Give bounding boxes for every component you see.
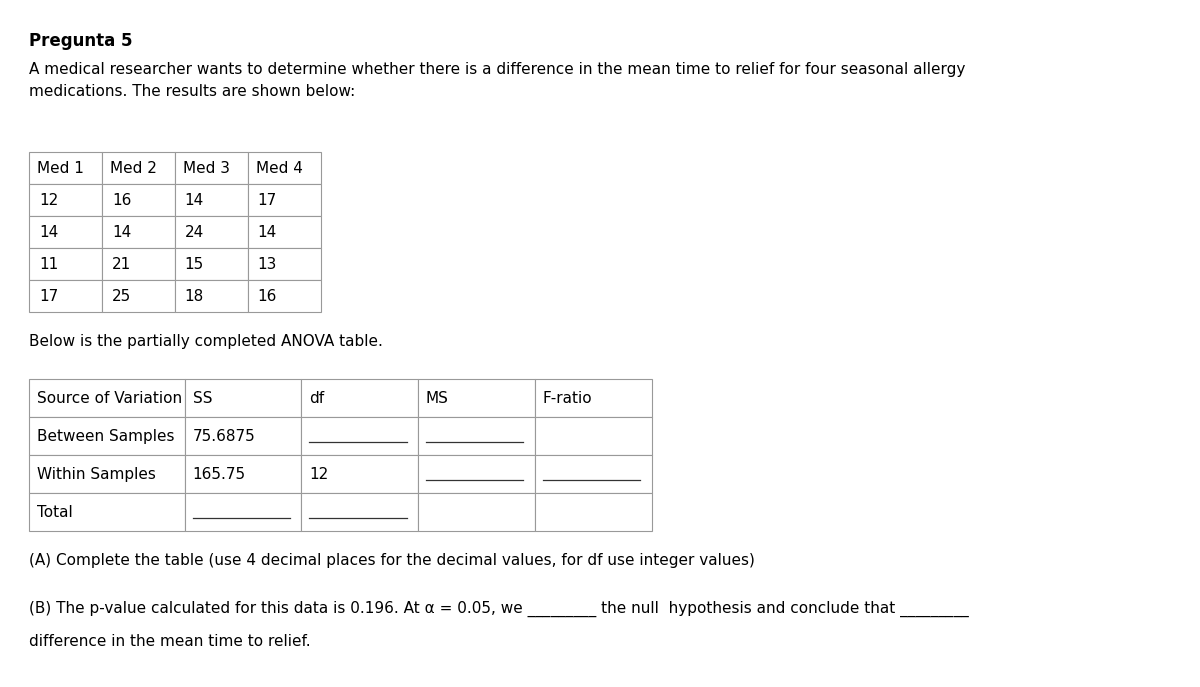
Text: 11: 11 [38, 256, 58, 271]
Text: 15: 15 [185, 256, 204, 271]
Bar [29, 379, 185, 417]
Text: 16: 16 [258, 289, 277, 304]
Text: Below is the partially completed ANOVA table.: Below is the partially completed ANOVA t… [29, 334, 383, 349]
Bar [185, 455, 301, 493]
Text: Pregunta 5: Pregunta 5 [29, 32, 133, 50]
Text: (A) Complete the table (use 4 decimal places for the decimal values, for df use : (A) Complete the table (use 4 decimal pl… [29, 553, 755, 568]
Text: 17: 17 [38, 289, 58, 304]
Text: 75.6875: 75.6875 [192, 429, 256, 444]
Text: 14: 14 [258, 225, 277, 240]
Text: Med 1: Med 1 [37, 161, 84, 175]
Bar [29, 152, 102, 184]
Bar [535, 455, 652, 493]
Bar [418, 455, 535, 493]
Text: 21: 21 [112, 256, 131, 271]
Bar [102, 280, 175, 312]
Text: Source of Variation: Source of Variation [37, 390, 182, 405]
Bar [29, 216, 102, 248]
Text: 24: 24 [185, 225, 204, 240]
Text: Med 3: Med 3 [182, 161, 230, 175]
Text: F-ratio: F-ratio [542, 390, 593, 405]
Text: Total: Total [37, 504, 73, 519]
Text: 14: 14 [112, 225, 131, 240]
Bar [29, 417, 185, 455]
Bar [175, 216, 248, 248]
Text: 25: 25 [112, 289, 131, 304]
Bar [535, 493, 652, 531]
Text: (B) The p-value calculated for this data is 0.196. At α = 0.05, we _________ the: (B) The p-value calculated for this data… [29, 601, 968, 617]
Bar [102, 184, 175, 216]
Bar [248, 248, 320, 280]
Text: A medical researcher wants to determine whether there is a difference in the mea: A medical researcher wants to determine … [29, 62, 966, 99]
Bar [301, 455, 418, 493]
Text: difference in the mean time to relief.: difference in the mean time to relief. [29, 634, 311, 649]
Text: Med 4: Med 4 [256, 161, 302, 175]
Text: Between Samples: Between Samples [37, 429, 174, 444]
Text: Med 2: Med 2 [110, 161, 157, 175]
Text: MS: MS [426, 390, 449, 405]
Bar [418, 417, 535, 455]
Bar [29, 455, 185, 493]
Text: 16: 16 [112, 192, 131, 207]
Bar [102, 152, 175, 184]
Text: 17: 17 [258, 192, 277, 207]
Text: 12: 12 [38, 192, 58, 207]
Bar [535, 379, 652, 417]
Bar [29, 184, 102, 216]
Text: SS: SS [192, 390, 212, 405]
Bar [175, 248, 248, 280]
Text: 12: 12 [310, 466, 329, 482]
Text: Within Samples: Within Samples [37, 466, 156, 482]
Bar [185, 493, 301, 531]
Bar [248, 184, 320, 216]
Bar [175, 280, 248, 312]
Bar [102, 248, 175, 280]
Bar [102, 216, 175, 248]
Bar [29, 493, 185, 531]
Text: 14: 14 [185, 192, 204, 207]
Bar [175, 152, 248, 184]
Bar [248, 216, 320, 248]
Bar [301, 493, 418, 531]
Text: df: df [310, 390, 324, 405]
Text: 165.75: 165.75 [192, 466, 246, 482]
Bar [418, 379, 535, 417]
Text: 14: 14 [38, 225, 58, 240]
Bar [301, 417, 418, 455]
Bar [29, 248, 102, 280]
Bar [301, 379, 418, 417]
Text: 18: 18 [185, 289, 204, 304]
Bar [535, 417, 652, 455]
Bar [418, 493, 535, 531]
Bar [185, 417, 301, 455]
Bar [185, 379, 301, 417]
Bar [248, 152, 320, 184]
Text: 13: 13 [258, 256, 277, 271]
Bar [248, 280, 320, 312]
Bar [29, 280, 102, 312]
Bar [175, 184, 248, 216]
